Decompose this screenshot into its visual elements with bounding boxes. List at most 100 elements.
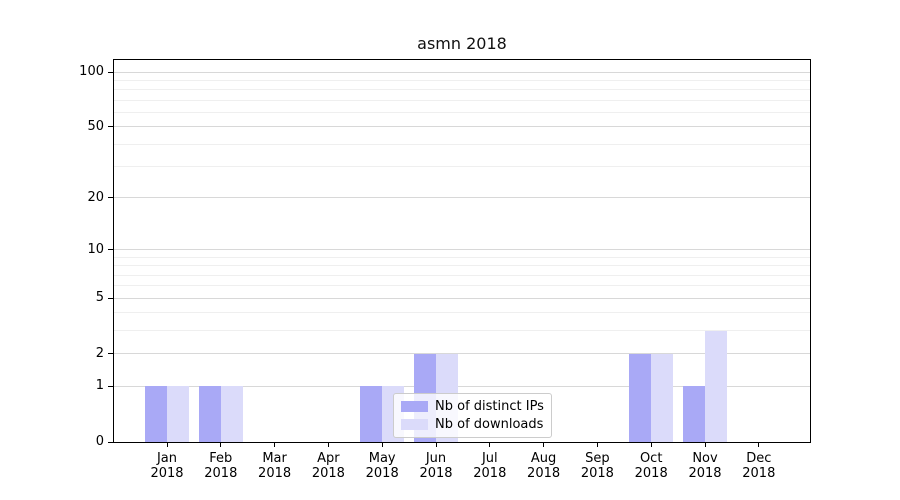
grid-line-minor	[114, 111, 810, 113]
x-tick-month: Apr	[317, 451, 340, 466]
y-tick-label: 1	[95, 378, 104, 394]
grid-line-minor	[114, 99, 810, 101]
x-tick-year: 2018	[634, 466, 668, 481]
x-tick-mark	[166, 443, 168, 447]
grid-line-minor	[114, 89, 810, 91]
x-tick-year: 2018	[688, 466, 722, 481]
x-tick-year: 2018	[311, 466, 345, 481]
chart-title: asmn 2018	[417, 34, 507, 53]
x-tick-mark	[543, 443, 545, 447]
plot-area: Nb of distinct IPs Nb of downloads 100 50…	[79, 59, 811, 481]
x-tick-year: 2018	[527, 466, 561, 481]
x-tick-mark	[381, 443, 383, 447]
bar-downloads-oct	[651, 353, 674, 442]
y-tick-mark	[108, 197, 113, 199]
x-tick-label-jul: Jul 2018	[463, 451, 517, 481]
grid-line-minor	[114, 312, 810, 314]
x-tick-year: 2018	[580, 466, 614, 481]
x-tick-label-jan: Jan 2018	[140, 451, 194, 481]
grid-line-minor	[114, 274, 810, 276]
grid-line-major	[114, 353, 810, 355]
grid-line-major	[114, 385, 810, 387]
y-tick-mark	[108, 353, 113, 355]
x-tick-month: Nov	[692, 451, 718, 466]
x-tick-month: Jan	[156, 451, 178, 466]
y-tick-mark	[108, 441, 113, 443]
x-tick-label-nov: Nov 2018	[678, 451, 732, 481]
x-tick-year: 2018	[365, 466, 399, 481]
legend-label-downloads: Nb of downloads	[435, 417, 544, 432]
x-tick-mark	[274, 443, 276, 447]
bar-distinct-ips-nov	[683, 386, 705, 442]
grid-line-major	[114, 249, 810, 251]
x-tick-mark	[327, 443, 329, 447]
legend-label-distinct-ips: Nb of distinct IPs	[435, 399, 544, 414]
y-tick-mark	[108, 71, 113, 73]
legend-swatch-distinct-ips	[401, 401, 428, 412]
grid-line-minor	[114, 143, 810, 145]
x-tick-label-mar: Mar 2018	[248, 451, 302, 481]
x-tick-year: 2018	[204, 466, 238, 481]
legend-item-downloads: Nb of downloads	[401, 416, 544, 433]
bar-distinct-ips-jan	[145, 386, 167, 442]
grid-line-minor	[114, 256, 810, 258]
x-tick-mark	[758, 443, 760, 447]
y-tick-mark	[108, 385, 113, 387]
bar-distinct-ips-may	[360, 386, 383, 442]
x-tick-month: Sep	[585, 451, 610, 466]
x-tick-label-aug: Aug 2018	[517, 451, 571, 481]
x-tick-month: Oct	[639, 451, 663, 466]
x-tick-mark	[650, 443, 652, 447]
grid-line-minor	[114, 330, 810, 332]
grid-line-minor	[114, 265, 810, 267]
x-tick-label-sep: Sep 2018	[570, 451, 624, 481]
y-tick-label: 10	[87, 241, 104, 257]
x-tick-month: Mar	[262, 451, 287, 466]
x-tick-year: 2018	[419, 466, 453, 481]
bar-downloads-jan	[167, 386, 189, 442]
y-tick-mark	[108, 126, 113, 128]
y-tick-label: 20	[87, 189, 104, 205]
y-tick-label: 50	[87, 118, 104, 134]
x-tick-year: 2018	[742, 466, 776, 481]
x-tick-month: Aug	[530, 451, 557, 466]
grid-line-major	[114, 126, 810, 128]
x-tick-month: May	[368, 451, 396, 466]
x-tick-mark	[704, 443, 706, 447]
grid-line-major	[114, 71, 810, 73]
x-tick-label-oct: Oct 2018	[624, 451, 678, 481]
bar-downloads-feb	[220, 386, 243, 442]
x-tick-month: Jul	[481, 451, 498, 466]
bar-distinct-ips-feb	[198, 386, 221, 442]
grid-line-minor	[114, 79, 810, 81]
x-tick-mark	[489, 443, 491, 447]
y-tick-label: 100	[79, 64, 104, 79]
x-tick-mark	[435, 443, 437, 447]
x-tick-year: 2018	[258, 466, 292, 481]
legend-swatch-downloads	[401, 419, 428, 430]
y-tick-label: 5	[95, 290, 104, 306]
grid-line-major	[114, 297, 810, 299]
x-tick-month: Feb	[209, 451, 233, 466]
x-tick-label-apr: Apr 2018	[301, 451, 355, 481]
y-tick-mark	[108, 249, 113, 251]
legend-item-distinct-ips: Nb of distinct IPs	[401, 398, 544, 415]
x-tick-label-may: May 2018	[355, 451, 409, 481]
grid-line-major	[114, 197, 810, 199]
bar-distinct-ips-oct	[629, 353, 652, 442]
legend: Nb of distinct IPs Nb of downloads	[393, 393, 552, 438]
x-tick-year: 2018	[473, 466, 507, 481]
x-tick-label-feb: Feb 2018	[194, 451, 248, 481]
x-tick-label-dec: Dec 2018	[732, 451, 786, 481]
grid-line-minor	[114, 166, 810, 168]
x-tick-year: 2018	[150, 466, 184, 481]
y-tick-label: 0	[95, 434, 104, 449]
grid-line-minor	[114, 285, 810, 287]
x-tick-mark	[220, 443, 222, 447]
bar-downloads-nov	[705, 330, 727, 442]
x-tick-mark	[596, 443, 598, 447]
x-tick-label-jun: Jun 2018	[409, 451, 463, 481]
x-tick-month: Jun	[425, 451, 447, 466]
y-tick-label: 2	[95, 345, 104, 361]
